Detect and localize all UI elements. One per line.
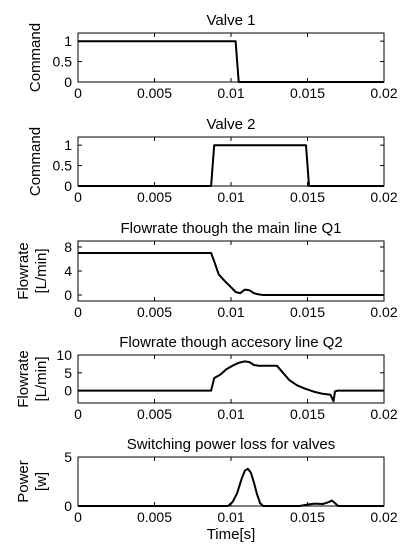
series-line xyxy=(78,252,384,296)
x-tick-label: 0 xyxy=(74,85,82,101)
series-line xyxy=(78,144,384,187)
y-tick-label: 8 xyxy=(64,239,72,255)
x-tick-label: 0.01 xyxy=(217,85,244,101)
x-tick-label: 0.01 xyxy=(217,189,244,205)
x-tick-label: 0.01 xyxy=(217,406,244,422)
y-axis-label: [w] xyxy=(33,472,50,491)
x-tick-label: 0.005 xyxy=(137,304,172,320)
chart-title: Switching power loss for valves xyxy=(127,436,335,453)
subplot-4: 0 0.005 0.01 0.015 0.02 0 5 10 Flowrate though a… xyxy=(15,334,398,422)
axes-box xyxy=(77,240,385,302)
x-tick-label: 0.005 xyxy=(137,189,172,205)
x-tick-label: 0.015 xyxy=(290,304,325,320)
x-tick-label: 0 xyxy=(74,304,82,320)
y-tick-label: 5 xyxy=(64,449,72,465)
y-axis-label: Power xyxy=(15,460,32,503)
series-line xyxy=(78,467,384,507)
x-tick-label: 0.02 xyxy=(370,85,397,101)
x-tick-label: 0.015 xyxy=(290,406,325,422)
y-axis-label: Flowrate xyxy=(15,242,32,300)
x-tick-label: 0 xyxy=(74,406,82,422)
y-tick-label: 0.5 xyxy=(53,54,73,70)
y-tick-label: 0 xyxy=(64,383,72,399)
x-tick-label: 0.015 xyxy=(290,189,325,205)
y-axis-label: [L/min] xyxy=(33,248,50,293)
y-tick-label: 10 xyxy=(56,347,72,363)
subplot-3: 0 0.005 0.01 0.015 0.02 0 4 8 Flowrate though th… xyxy=(15,220,398,320)
x-tick-label: 0.015 xyxy=(290,85,325,101)
y-tick-label: 4 xyxy=(64,263,72,279)
y-tick-label: 0.5 xyxy=(53,158,73,174)
x-tick-label: 0 xyxy=(74,509,82,525)
y-axis-label: Flowrate xyxy=(15,350,32,408)
axes-box xyxy=(77,354,385,404)
y-axis-label: Command xyxy=(27,23,44,92)
chart-title: Flowrate though accesory line Q2 xyxy=(119,334,342,351)
chart-title: Valve 2 xyxy=(207,116,256,133)
y-tick-label: 0 xyxy=(64,498,72,514)
x-tick-label: 0.005 xyxy=(137,85,172,101)
y-tick-label: 5 xyxy=(64,365,72,381)
x-tick-label: 0 xyxy=(74,189,82,205)
x-tick-label: 0.005 xyxy=(137,509,172,525)
axes-box xyxy=(77,456,385,507)
y-tick-label: 0 xyxy=(64,74,72,90)
x-tick-label: 0.02 xyxy=(370,406,397,422)
x-tick-label: 0.015 xyxy=(290,509,325,525)
subplot-5: 0 0.005 0.01 0.015 0.02 0 5 Switching power los… xyxy=(15,436,398,543)
x-tick-label: 0.01 xyxy=(217,304,244,320)
chart-title: Flowrate though the main line Q1 xyxy=(121,220,342,237)
y-tick-label: 0 xyxy=(64,178,72,194)
y-axis-label: [L/min] xyxy=(33,356,50,401)
y-axis-label: Command xyxy=(27,127,44,196)
x-tick-label: 0.005 xyxy=(137,406,172,422)
x-tick-label: 0.02 xyxy=(370,304,397,320)
x-tick-label: 0.02 xyxy=(370,509,397,525)
chart-title: Valve 1 xyxy=(207,12,256,29)
y-tick-label: 0 xyxy=(64,287,72,303)
series-line xyxy=(78,360,384,403)
y-tick-label: 1 xyxy=(64,137,72,153)
series-line xyxy=(78,40,384,83)
y-tick-label: 1 xyxy=(64,33,72,49)
x-tick-label: 0.01 xyxy=(217,509,244,525)
x-tick-label: 0.02 xyxy=(370,189,397,205)
x-axis-label: Time[s] xyxy=(207,526,256,543)
